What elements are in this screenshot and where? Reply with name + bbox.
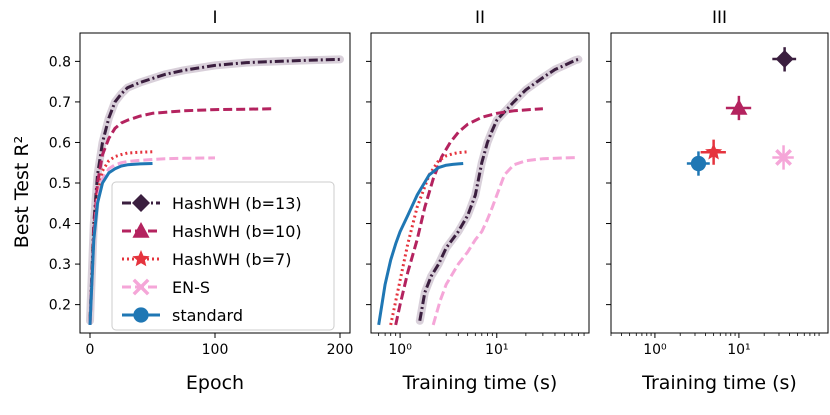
data-point [705,143,723,160]
legend-marker [133,307,149,323]
x-axis-label: Training time (s) [641,372,797,394]
panel-title: III [712,8,727,28]
panels: I 0.2 0.3 0.4 0.5 0.6 0.7 0.8 0 100 200 Epoch II 10⁰ 1… [49,8,829,394]
x-tick-label: 0 [86,342,95,358]
panel-frame [370,32,590,334]
data-point [690,155,707,172]
y-tick-label: 0.5 [49,176,71,192]
x-tick-label: 100 [202,342,229,358]
y-axis-label: Best Test R² [11,136,33,248]
panel-2: II 10⁰ 10¹ Training time (s) [366,8,590,394]
legend-label: HashWH (b=7) [172,250,291,269]
marker-stroke [775,149,792,166]
y-tick-label: 0.6 [49,135,71,151]
legend-item: HashWH (b=13) [122,194,302,213]
y-tick-label: 0.8 [49,54,71,70]
panel-title: I [212,8,217,28]
data-point [730,99,748,115]
x-tick-label: 200 [327,342,354,358]
series-line [394,107,543,326]
y-tick-label: 0.4 [49,217,71,233]
marker-stroke [132,278,150,296]
series-line [389,150,468,326]
plot-area [686,47,797,176]
legend-label: HashWH (b=10) [172,222,302,241]
legend-item: standard [122,306,243,325]
legend-label: standard [172,306,243,325]
y-tick-label: 0.3 [49,257,71,273]
legend-item: HashWH (b=10) [122,222,302,241]
panel-frame [79,32,351,334]
x-tick-label: 10⁰ [388,342,412,358]
x-tick-label: 10⁰ [643,342,667,358]
plot-area [86,55,344,325]
legend-label: HashWH (b=13) [172,194,302,213]
legend-marker [132,194,150,212]
x-tick-label: 10¹ [485,342,508,358]
y-tick-label: 0.2 [49,298,71,314]
series-line [431,156,579,326]
series-line [377,162,464,326]
y-tick-label: 0.7 [49,95,71,111]
series-line [88,150,153,325]
legend-marker [132,250,150,267]
plot-area [377,55,583,326]
legend-marker [132,278,150,296]
legend-box [111,181,335,331]
x-axis-label: Epoch [186,372,244,394]
x-tick-label: 10¹ [727,342,750,358]
series-line [88,162,153,325]
panel-frame [610,32,829,334]
legend-label: EN-S [172,278,210,297]
panel-title: II [475,8,485,28]
x-axis-label: Training time (s) [402,372,558,394]
legend-item: HashWH (b=7) [122,250,291,269]
legend-marker [132,222,150,238]
data-point [775,149,792,166]
legend: HashWH (b=13) HashWH (b=10) HashWH (b=7) EN… [111,181,335,331]
series-band [86,55,344,325]
panel-3: III 10⁰ 10¹ Training time (s) [606,8,829,394]
panel-1: I 0.2 0.3 0.4 0.5 0.6 0.7 0.8 0 100 200 Epoch [49,8,354,394]
series-line [418,57,579,322]
legend-item: EN-S [122,278,210,297]
series-line [88,107,272,325]
data-point [775,49,794,68]
